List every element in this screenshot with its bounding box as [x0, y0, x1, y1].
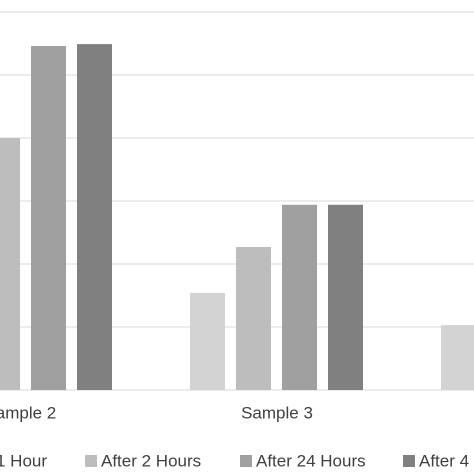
legend-marker: [240, 455, 252, 467]
legend-label: 1 Hour: [0, 451, 47, 470]
legend-label: After 24 Hours: [256, 451, 366, 470]
x-tick-label: Sample 3: [241, 403, 313, 422]
legend-label: After 4: [419, 451, 469, 470]
bar: [190, 292, 225, 390]
bar: [77, 44, 112, 390]
bar: [328, 204, 363, 390]
bar: [0, 138, 20, 390]
bar: [441, 325, 474, 390]
bar: [282, 204, 317, 390]
legend-marker: [403, 455, 415, 467]
legend-label: After 2 Hours: [101, 451, 201, 470]
legend-marker: [85, 455, 97, 467]
bar: [236, 246, 271, 390]
bar: [31, 46, 66, 391]
x-tick-label: ample 2: [0, 403, 56, 422]
